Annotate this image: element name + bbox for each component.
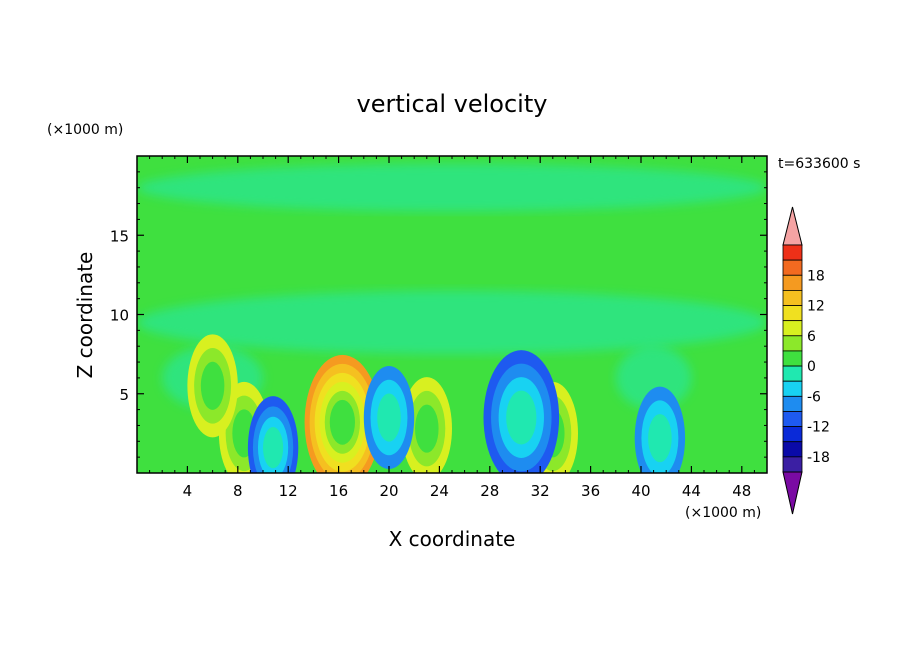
colorbar-bin: [782, 320, 803, 337]
x-tick-label: 28: [480, 482, 499, 500]
x-tick-label: 40: [631, 482, 650, 500]
velocity-contour: [415, 404, 439, 453]
colorbar-bin: [782, 289, 803, 306]
field-band: [137, 163, 767, 212]
field-band: [137, 290, 767, 355]
chart-title: vertical velocity: [357, 90, 548, 118]
colorbar-bin: [782, 395, 803, 412]
x-axis: 4 8 12 16 20 24 28 32 36 40 44 48: [149, 156, 755, 500]
x-tick-label: 36: [581, 482, 600, 500]
colorbar-bin: [782, 411, 803, 428]
colorbar-bin: [782, 244, 803, 261]
colorbar-extend-min: [782, 471, 803, 515]
colorbar-bin: [782, 274, 803, 291]
colorbar-tick-label: 12: [807, 299, 825, 315]
y-tick-label: 10: [110, 307, 129, 325]
x-tick-label: 4: [183, 482, 193, 500]
colorbar-tick-label: 6: [807, 329, 816, 345]
colorbar-bin: [782, 441, 803, 458]
velocity-contour: [263, 427, 284, 469]
colorbar-tick-label: 0: [807, 359, 816, 375]
colorbar-bin: [782, 350, 803, 367]
x-tick-label: 12: [279, 482, 298, 500]
y-tick-label: 15: [110, 227, 129, 245]
colorbar-bin: [782, 380, 803, 397]
colorbar-bin: [782, 456, 803, 473]
velocity-contour: [377, 393, 401, 442]
velocity-contour: [200, 361, 225, 410]
colorbar-bin: [782, 305, 803, 322]
velocity-contour: [506, 390, 537, 445]
x-tick-label: 20: [379, 482, 398, 500]
y-tick-label: 5: [119, 386, 129, 404]
y-axis-label: Z coordinate: [73, 252, 97, 379]
velocity-contour: [648, 414, 672, 463]
colorbar-tick-label: -12: [807, 420, 830, 436]
velocity-field: [137, 163, 767, 473]
colorbar-tick-label: -6: [807, 389, 821, 405]
y-axis: 5 10 15: [110, 171, 767, 458]
x-tick-label: 48: [732, 482, 751, 500]
x-tick-label: 32: [531, 482, 550, 500]
colorbar-bin: [782, 365, 803, 382]
time-label: t=633600 s: [778, 156, 860, 172]
x-tick-label: 16: [329, 482, 348, 500]
colorbar-bin: [782, 426, 803, 443]
colorbar: 18 12 6 0 -6 -12 -18: [782, 206, 830, 515]
x-axis-label: X coordinate: [389, 527, 516, 551]
x-tick-label: 44: [682, 482, 701, 500]
velocity-contour: [329, 399, 355, 445]
x-tick-label: 24: [430, 482, 449, 500]
x-tick-label: 8: [233, 482, 243, 500]
y-unit-label: (×1000 m): [47, 122, 123, 138]
colorbar-tick-label: 18: [807, 268, 825, 284]
colorbar-tick-label: -18: [807, 450, 830, 466]
x-unit-label: (×1000 m): [685, 505, 761, 521]
colorbar-bin: [782, 335, 803, 352]
colorbar-extend-max: [782, 206, 803, 246]
colorbar-bin: [782, 259, 803, 276]
